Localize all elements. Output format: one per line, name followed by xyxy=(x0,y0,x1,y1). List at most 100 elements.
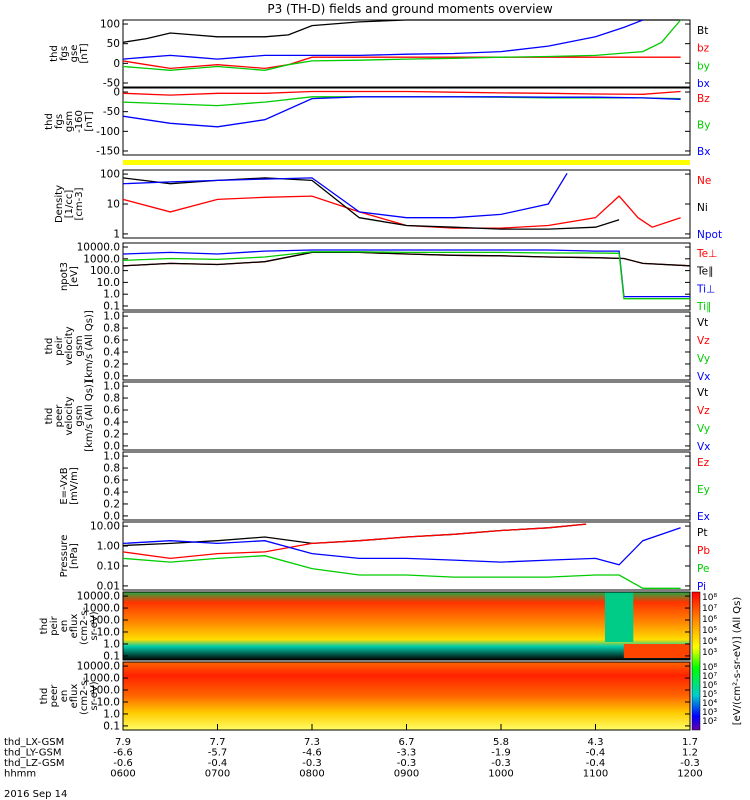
panel-frame xyxy=(122,521,691,591)
panel-frame xyxy=(122,451,691,521)
y-tick-label: 10.0 xyxy=(97,277,120,289)
series-group-density xyxy=(122,172,681,230)
panel-frame xyxy=(122,381,691,451)
y-tick-label: 100 xyxy=(100,169,120,181)
y-axis-label: [nT] xyxy=(79,43,90,63)
y-axis-label: [nPa] xyxy=(69,543,80,569)
y-axis-label: E=-VxB xyxy=(59,467,70,504)
y-axis-label: gsm xyxy=(64,111,75,132)
x-row-value: 0900 xyxy=(394,769,419,780)
x-row-value: 7.7 xyxy=(210,737,226,748)
colorbar-tick: 10⁷ xyxy=(702,604,717,614)
y-tick-label: 0.6 xyxy=(103,335,120,347)
legend-entry-Pb: Pb xyxy=(697,545,710,557)
y-tick-label: 1000.0 xyxy=(83,673,120,685)
y-tick-label: 10000.0 xyxy=(77,591,120,603)
legend-entry-Ex: Ex xyxy=(697,511,710,523)
y-tick-label: 0.1 xyxy=(103,720,120,732)
colorbar-tick: 10³ xyxy=(702,648,717,658)
y-axis-label: [1/cc] xyxy=(64,190,75,219)
x-row-value: -0.4 xyxy=(586,758,606,769)
legend-entry-Bz: Bz xyxy=(697,93,710,105)
legend-entry-Ne: Ne xyxy=(697,175,711,187)
figure-title: P3 (TH-D) fields and ground moments over… xyxy=(267,2,552,16)
y-axis-label: en xyxy=(59,620,70,633)
legend-entry-bz: bz xyxy=(697,43,710,55)
series-Bx xyxy=(122,96,681,128)
x-row-value: 1100 xyxy=(583,769,608,780)
y-axis-label: thd xyxy=(49,45,60,62)
y-axis-label: thd xyxy=(44,338,55,355)
y-axis-label: thd xyxy=(39,618,50,635)
legend-entry-Bx: Bx xyxy=(697,146,710,158)
legend-entry-Ti∥: Ti∥ xyxy=(696,301,711,313)
y-axis-label: (cm2-s- xyxy=(79,677,90,715)
y-tick-label: 1.0 xyxy=(103,381,120,393)
y-axis-label: peir xyxy=(49,615,60,635)
series-bz xyxy=(122,56,681,70)
x-row-value: -3.3 xyxy=(397,748,417,759)
panel-efield: 1.00.80.60.40.20.0 E=-VxB [mV/m] Ez Ey Ex xyxy=(59,451,710,523)
x-row-value: 7.3 xyxy=(304,737,320,748)
legend-entry-Ti⊥: Ti⊥ xyxy=(696,283,715,295)
spectrogram-band xyxy=(604,592,634,642)
x-row-value: -6.6 xyxy=(113,748,133,759)
x-axis-labels: thd_LX-GSM 7.9 7.7 7.3 6.7 5.8 4.3 1.7 thd_LY-GS… xyxy=(4,724,703,780)
y-tick-label: 10.0 xyxy=(97,626,120,638)
x-row-value: 4.3 xyxy=(588,737,604,748)
y-tick-label: 1.0 xyxy=(103,311,120,323)
y-tick-label: 0.2 xyxy=(103,498,120,510)
y-axis-label: (cm2-s- xyxy=(79,607,90,645)
legend-entry-Vx: Vx xyxy=(697,441,710,453)
y-axis-label: sr-eV) xyxy=(89,611,100,640)
legend-entry-Pi: Pi xyxy=(697,581,706,593)
spectrogram-image xyxy=(123,592,690,660)
legend-entry-Ez: Ez xyxy=(697,457,710,469)
y-tick-label: 10000.0 xyxy=(77,661,120,673)
x-row-value: 6.7 xyxy=(399,737,415,748)
y-axis-label: [cm-3] xyxy=(74,187,85,220)
panel-frame xyxy=(122,591,691,661)
colorbar-tick: 10⁵ xyxy=(702,626,717,636)
y-axis-label: [km/s (All Qs)] xyxy=(84,380,95,452)
y-axis-label: [mV/m] xyxy=(69,467,80,505)
y-axis-label: thd xyxy=(39,688,50,705)
y-tick-label: 0.8 xyxy=(103,393,120,405)
series-Ne xyxy=(122,195,681,229)
y-tick-label: -50 xyxy=(103,106,120,118)
y-axis-label: eflux xyxy=(69,684,80,709)
y-tick-label: 0.8 xyxy=(103,463,120,475)
y-tick-label: -50 xyxy=(103,77,120,89)
series-group-fgs_gsm xyxy=(122,90,681,128)
series-group-pressure xyxy=(122,523,681,589)
x-row-value: 1.2 xyxy=(682,748,698,759)
colorbar-tick: 10⁸ xyxy=(702,593,717,603)
x-row-name: hhmm xyxy=(4,769,36,780)
panel-frame xyxy=(122,19,691,88)
status-stripe xyxy=(123,160,690,165)
panel-fgs_gsm: 0 -50 -100 -150 thd fgs gsm -160 [nT] Bz By Bx xyxy=(44,87,710,158)
series-Ni xyxy=(122,177,620,230)
y-axis-label: sr-eV) xyxy=(89,681,100,710)
legend-entry-Pt: Pt xyxy=(697,527,707,539)
y-axis-label: velocity xyxy=(64,396,75,435)
x-row-value: -0.3 xyxy=(491,758,511,769)
series-Pi xyxy=(122,527,681,566)
legend-entry-Npot: Npot xyxy=(697,229,722,241)
y-axis-label: -160 xyxy=(74,110,85,133)
x-row-value: -0.3 xyxy=(397,758,417,769)
x-row-value: 5.8 xyxy=(493,737,509,748)
y-tick-label: 10.00 xyxy=(90,521,120,533)
y-axis-label: Density xyxy=(54,185,65,223)
panel-peir_v: 1.00.80.60.40.20.0 thd peir velocity gsm [km/… xyxy=(44,310,710,383)
legend-entry-By: By xyxy=(697,120,710,132)
y-axis-label: peer xyxy=(49,684,60,708)
y-tick-label: 0 xyxy=(113,87,120,99)
panel-fgs: 100 50 0 -50 thd fgs gse [nT] Bt bz by bx xyxy=(49,19,710,90)
series-Npot xyxy=(122,172,568,219)
legend-entry-Vz: Vz xyxy=(697,405,710,417)
series-bx xyxy=(122,19,644,60)
